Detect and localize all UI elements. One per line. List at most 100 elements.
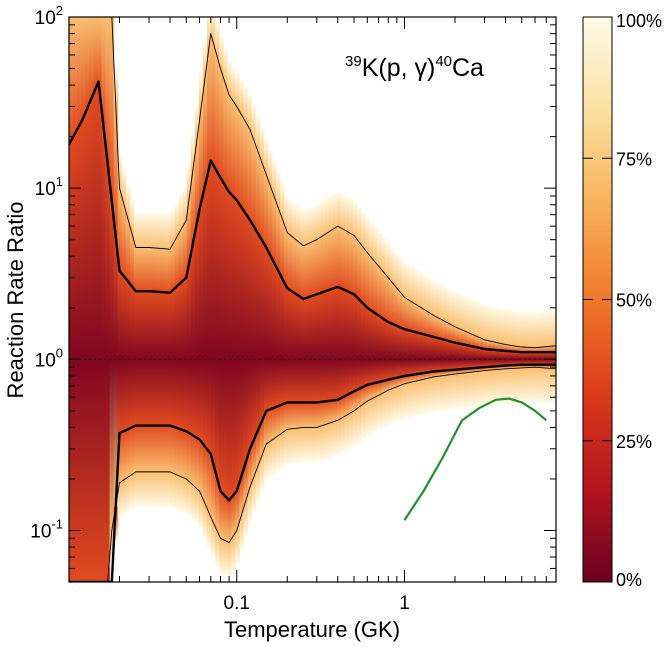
- density-strip: [531, 312, 537, 403]
- density-strip: [332, 193, 338, 457]
- density-strip: [194, 105, 200, 524]
- density-strip: [284, 194, 289, 466]
- density-strip: [373, 227, 379, 432]
- density-strip: [219, 35, 224, 574]
- density-strip: [251, 104, 257, 513]
- density-strip: [296, 206, 301, 463]
- density-strip: [113, 67, 119, 542]
- x-axis: 0.1 1: [68, 17, 557, 614]
- series-line-median-lower: [69, 363, 556, 582]
- density-strip: [271, 160, 277, 474]
- density-strip: [158, 213, 163, 507]
- y-axis-label: Reaction Rate Ratio: [3, 202, 28, 399]
- density-strip: [344, 196, 350, 450]
- density-strip: [328, 195, 334, 458]
- density-strip: [247, 93, 253, 524]
- annotation-mass-b: 40: [435, 53, 452, 70]
- y-tick-label: 102: [35, 3, 63, 29]
- density-strip: [85, 17, 90, 582]
- density-strip: [434, 281, 439, 412]
- density-strip: [105, 17, 111, 582]
- density-strip: [450, 290, 456, 410]
- density-strip: [438, 284, 443, 411]
- density-strip: [393, 251, 399, 423]
- density-strip: [125, 183, 131, 513]
- density-strip: [503, 309, 508, 404]
- density-strip: [491, 306, 496, 405]
- density-strip: [523, 312, 529, 403]
- density-strip: [462, 296, 468, 408]
- colorbar-tick-label: 75%: [616, 149, 652, 169]
- y-axis: 10-1 100 101 102: [30, 3, 556, 583]
- density-strip: [73, 17, 78, 582]
- density-strip: [519, 312, 525, 403]
- density-strip: [77, 17, 82, 582]
- colorbar-ticks: 0% 25% 50% 75% 100%: [583, 11, 662, 590]
- density-strip: [304, 209, 310, 463]
- y-tick-label: 10-1: [30, 516, 63, 542]
- colorbar-tick-label: 0%: [616, 570, 642, 590]
- density-strip: [235, 72, 241, 564]
- x-tick-label: 1: [399, 593, 410, 614]
- density-strip: [154, 213, 159, 507]
- density-strip: [409, 267, 415, 417]
- density-bands: [69, 17, 556, 582]
- density-strip: [117, 154, 123, 518]
- density-strip: [385, 241, 391, 426]
- density-strip: [215, 21, 220, 566]
- density-strip: [275, 172, 281, 471]
- density-strip: [543, 311, 549, 403]
- density-strip: [211, 17, 216, 557]
- density-strip: [357, 207, 362, 442]
- density-strip: [397, 256, 403, 421]
- density-strip: [280, 183, 285, 468]
- density-strip: [499, 308, 504, 405]
- density-strip: [349, 198, 354, 448]
- density-strip: [109, 17, 115, 569]
- density-strip: [478, 303, 484, 406]
- x-tick-label: 0.1: [224, 593, 250, 614]
- density-strip: [377, 232, 383, 430]
- density-strip: [458, 294, 464, 409]
- density-strip: [405, 264, 411, 418]
- density-strip: [174, 202, 180, 510]
- density-strip: [487, 305, 492, 406]
- series-line-outer-lower: [103, 366, 556, 582]
- density-strip: [454, 292, 460, 409]
- density-strip: [495, 307, 500, 405]
- density-strip: [243, 86, 249, 537]
- density-strip: [231, 66, 236, 571]
- density-strip: [369, 222, 374, 434]
- annotation-element-b: Ca: [452, 54, 484, 82]
- density-strip: [551, 311, 556, 404]
- density-strip: [133, 212, 139, 507]
- density-strip: [365, 217, 370, 437]
- x-axis-label: Temperature (GK): [224, 617, 400, 642]
- density-strip: [150, 212, 155, 507]
- density-strip: [170, 209, 176, 508]
- density-strip: [324, 198, 330, 460]
- density-strip: [361, 212, 366, 440]
- density-strip: [146, 212, 151, 507]
- density-strip: [418, 272, 423, 416]
- density-strip: [93, 17, 99, 582]
- density-strip: [389, 246, 395, 424]
- density-strip: [316, 203, 322, 462]
- density-strip: [442, 286, 448, 411]
- plot-frame: [68, 16, 557, 583]
- density-strip: [227, 60, 232, 578]
- annotation-reaction: K(p, γ): [362, 54, 436, 82]
- density-strip: [206, 17, 212, 548]
- density-strip: [81, 17, 86, 582]
- density-strip: [547, 311, 553, 404]
- density-strip: [259, 127, 265, 491]
- density-strip: [190, 136, 196, 520]
- series-line-outer-upper: [69, 17, 556, 349]
- density-strip: [89, 17, 94, 582]
- density-strip: [198, 74, 204, 530]
- density-strip: [186, 166, 192, 517]
- density-strip: [255, 115, 261, 502]
- density-strip: [162, 213, 167, 507]
- density-strip: [202, 43, 208, 539]
- density-strip: [539, 312, 545, 403]
